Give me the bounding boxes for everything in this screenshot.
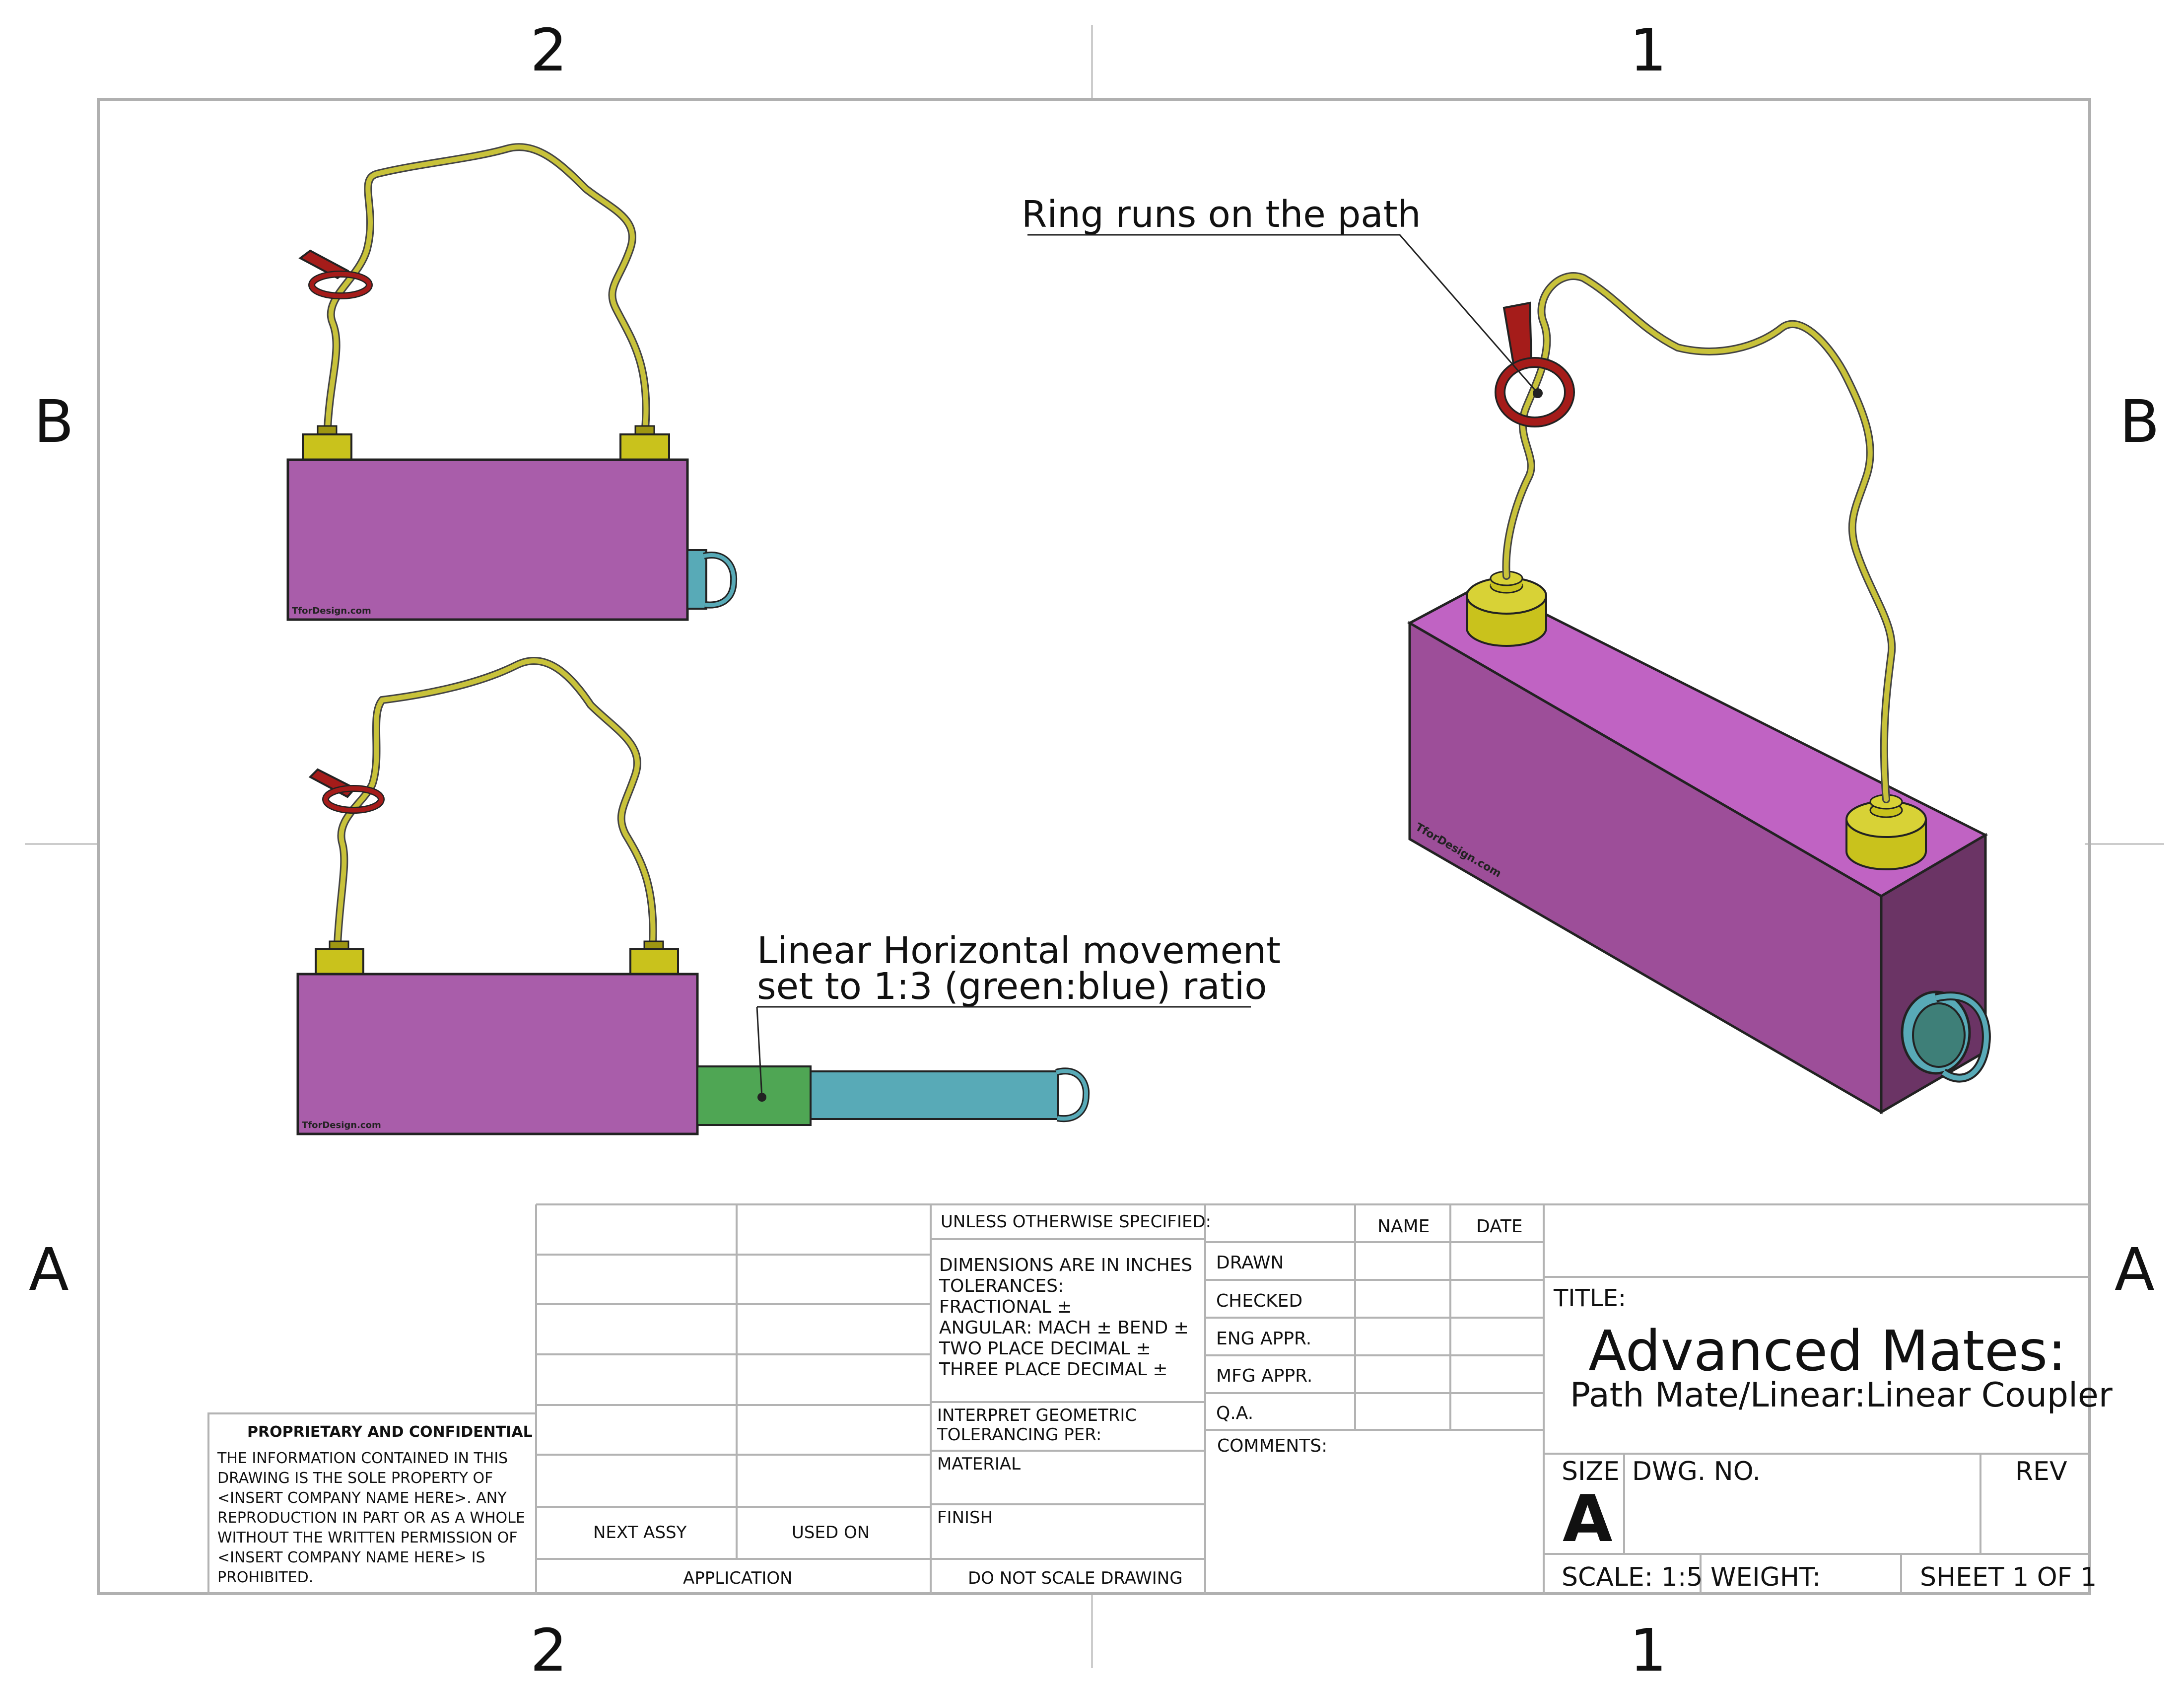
role-drawn: DRAWN: [1216, 1253, 1284, 1273]
role-mfg-appr: MFG APPR.: [1216, 1366, 1313, 1386]
path-wire: [324, 143, 650, 432]
zone-row-a-left: A: [29, 1235, 69, 1304]
leader-line-linear: [756, 1006, 763, 1098]
used-on-label: USED ON: [792, 1523, 870, 1543]
drawing-title: Advanced Mates:: [1588, 1319, 2066, 1384]
annotation-ring-path: Ring runs on the path: [1022, 193, 1421, 236]
drawing-subtitle: Path Mate/Linear:Linear Coupler: [1570, 1376, 2113, 1415]
tolerance-list: DIMENSIONS ARE IN INCHES TOLERANCES: FRA…: [939, 1255, 1192, 1380]
tolerance-line: DIMENSIONS ARE IN INCHES: [939, 1255, 1193, 1275]
tolerance-line: THREE PLACE DECIMAL ±: [939, 1359, 1168, 1380]
role-checked: CHECKED: [1216, 1291, 1303, 1311]
dwg-no-label: DWG. NO.: [1632, 1457, 1761, 1486]
zone-column-1-bottom: 1: [1630, 1616, 1667, 1685]
unless-specified: UNLESS OTHERWISE SPECIFIED:: [941, 1212, 1212, 1232]
do-not-scale-label: DO NOT SCALE DRAWING: [968, 1568, 1183, 1588]
enclosure-box: [296, 973, 699, 1135]
green-rod: [696, 1065, 812, 1126]
date-header: DATE: [1476, 1216, 1523, 1237]
front-view-extended: TforDesign.com: [296, 657, 1251, 1135]
tolerance-line: TWO PLACE DECIMAL ±: [939, 1338, 1151, 1359]
zone-column-2-top: 2: [530, 16, 568, 84]
zone-row-a-right: A: [2115, 1235, 2155, 1304]
ring-slider: [1495, 301, 1575, 427]
name-header: NAME: [1377, 1216, 1430, 1237]
ring-slider: [308, 768, 385, 814]
terminal-cap-right: [619, 425, 670, 461]
title-label: TITLE:: [1554, 1284, 1627, 1312]
zone-tick-marks: [25, 25, 2164, 1668]
tolerance-line: ANGULAR: MACH ± BEND ±: [939, 1318, 1189, 1338]
terminal-cap-left: [302, 425, 352, 461]
title-block-grid: [207, 1203, 2090, 1595]
path-wire: [334, 657, 657, 947]
isometric-view: TforDesign.com: [1027, 234, 1991, 1115]
next-assy-label: NEXT ASSY: [593, 1523, 687, 1543]
leader-line-ring: [1399, 234, 1539, 394]
proprietary-text: THE INFORMATION CONTAINED IN THIS DRAWIN…: [217, 1450, 525, 1586]
watermark: TforDesign.com: [302, 1120, 381, 1130]
proprietary-title: PROPRIETARY AND CONFIDENTIAL: [247, 1423, 533, 1441]
zone-row-b-right: B: [2119, 387, 2160, 456]
application-label: APPLICATION: [683, 1568, 793, 1588]
watermark: TforDesign.com: [292, 606, 371, 616]
zone-column-1-top: 1: [1630, 16, 1667, 84]
finish-label: FINISH: [937, 1508, 993, 1528]
blue-rod-end: [686, 549, 707, 610]
zone-column-2-bottom: 2: [530, 1616, 568, 1685]
plunger-end: [1901, 990, 1991, 1083]
rev-label: REV: [2015, 1457, 2067, 1486]
annotation-linear-line2: set to 1:3 (green:blue) ratio: [757, 965, 1267, 1008]
enclosure-box: [286, 458, 689, 621]
drawing-border: [97, 98, 2091, 1595]
terminal-cap-right: [629, 940, 679, 976]
annotation-linear-line1: Linear Horizontal movement: [757, 929, 1281, 972]
blue-rod: [810, 1070, 1059, 1120]
role-qa: Q.A.: [1216, 1403, 1254, 1423]
size-label: SIZE: [1562, 1457, 1620, 1486]
zone-row-b-left: B: [34, 387, 74, 456]
tolerance-line: FRACTIONAL ±: [939, 1297, 1072, 1317]
material-label: MATERIAL: [937, 1454, 1021, 1474]
weight-label: WEIGHT:: [1710, 1562, 1821, 1592]
size-value: A: [1563, 1481, 1613, 1556]
role-eng-appr: ENG APPR.: [1216, 1329, 1312, 1349]
ring-slider: [298, 249, 373, 299]
comments-label: COMMENTS:: [1217, 1436, 1328, 1456]
front-view-top: TforDesign.com: [286, 143, 738, 621]
terminal-cap-left: [315, 940, 364, 976]
sheet-label: SHEET 1 OF 1: [1920, 1562, 2097, 1592]
terminal-cap-right: [1845, 794, 1927, 870]
terminal-cap-left: [1466, 570, 1547, 647]
interpret-label: INTERPRET GEOMETRIC TOLERANCING PER:: [937, 1406, 1137, 1445]
scale-label: SCALE: 1:5: [1562, 1562, 1703, 1592]
tolerance-line: TOLERANCES:: [939, 1276, 1064, 1296]
